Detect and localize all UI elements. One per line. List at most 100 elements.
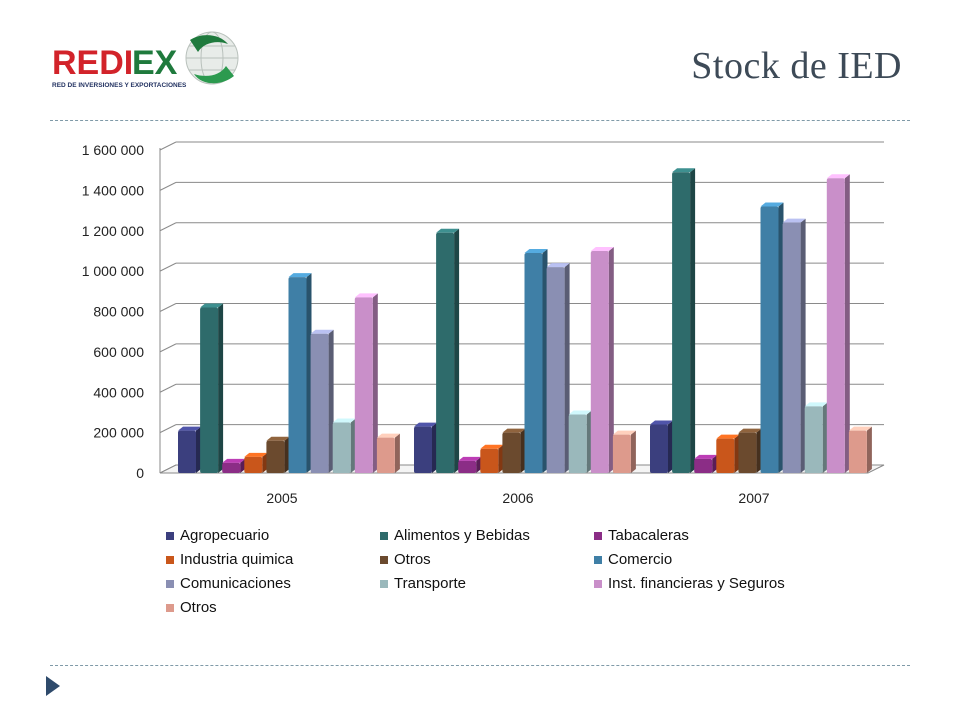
bar-front — [672, 172, 691, 474]
y-axis: 0 200 000 400 000 600 000 800 000 1 000 000 1 … — [82, 142, 161, 481]
legend-label: Transporte — [394, 575, 466, 592]
bar-top — [760, 202, 784, 207]
gridline-connector — [159, 181, 177, 191]
legend-item: Tabacaleras — [594, 526, 854, 545]
legend-label: Agropecuario — [180, 527, 270, 544]
gridline-connector — [159, 383, 177, 393]
bar-front — [244, 456, 263, 473]
top-divider — [50, 120, 910, 121]
legend-label: Alimentos y Bebidas — [394, 527, 530, 544]
bar-front — [178, 430, 196, 473]
gridline-connector — [159, 343, 177, 353]
bar-top — [288, 273, 312, 278]
bar-side — [844, 174, 850, 473]
bar-top — [782, 218, 806, 223]
bar — [612, 430, 636, 473]
bar-front — [848, 430, 867, 473]
bar-side — [196, 426, 201, 473]
x-tick-label: 2006 — [502, 490, 533, 506]
bar-front — [222, 462, 241, 473]
bar — [782, 218, 806, 473]
bar — [590, 246, 614, 473]
x-tick-label: 2007 — [738, 490, 769, 506]
bar-front — [480, 448, 499, 473]
bar — [288, 273, 312, 473]
bar-top — [310, 329, 334, 334]
gridline-connector — [159, 262, 177, 272]
bar-top — [826, 174, 850, 179]
bar-top — [458, 456, 482, 461]
bottom-divider — [50, 665, 910, 666]
bar-side — [690, 168, 696, 474]
y-tick-label: 1 000 000 — [82, 263, 144, 279]
bar — [480, 444, 504, 473]
bar — [200, 303, 224, 473]
bar-side — [756, 428, 762, 473]
y-tick-label: 1 600 000 — [82, 142, 144, 158]
legend-label: Industria quimica — [180, 551, 294, 568]
bar-side — [866, 426, 872, 473]
bar-top — [612, 430, 636, 435]
bar-front — [612, 434, 631, 473]
bar-top — [222, 458, 246, 463]
bar-front — [650, 424, 668, 473]
bar-side — [498, 444, 504, 473]
bar — [546, 263, 570, 473]
bar-front — [266, 440, 285, 473]
x-axis: 2005 2006 2007 — [266, 490, 769, 506]
bar-front — [826, 178, 845, 473]
bar — [760, 202, 784, 473]
bar-top — [376, 433, 400, 438]
bar-top — [524, 248, 548, 253]
bar — [354, 293, 378, 473]
y-tick-label: 600 000 — [93, 344, 144, 360]
gridline-connector — [159, 303, 177, 312]
y-tick-label: 800 000 — [93, 304, 144, 320]
bar — [502, 428, 526, 473]
bar — [310, 329, 334, 473]
bar-side — [394, 433, 400, 473]
bar-side — [262, 452, 268, 473]
bar-top — [200, 303, 224, 308]
svg-text:RED DE INVERSIONES Y EXPORTACI: RED DE INVERSIONES Y EXPORTACIONES — [52, 82, 187, 89]
y-tick-label: 1 400 000 — [82, 182, 144, 198]
bar-side — [586, 410, 592, 473]
bar-side — [218, 303, 224, 473]
bar — [694, 454, 718, 473]
bar-top — [244, 452, 268, 457]
legend-item: Agropecuario — [166, 526, 380, 545]
bar — [804, 402, 828, 473]
bar — [332, 418, 356, 473]
legend-item: Otros — [166, 598, 380, 617]
bar-top — [354, 293, 378, 298]
bar-top — [568, 410, 592, 415]
legend-swatch — [166, 555, 174, 564]
bar-side — [778, 202, 784, 473]
bar-front — [354, 297, 373, 473]
bar-front — [568, 414, 587, 473]
bar-top — [414, 422, 437, 427]
bar — [524, 248, 548, 473]
legend-swatch — [380, 555, 388, 564]
y-tick-label: 1 200 000 — [82, 223, 144, 239]
legend-swatch — [166, 531, 174, 540]
legend-item: Alimentos y Bebidas — [380, 526, 594, 545]
next-slide-arrow-icon[interactable] — [46, 676, 60, 696]
bar — [222, 458, 246, 473]
bar-top — [502, 428, 526, 433]
bar-side — [284, 436, 290, 473]
bar-side — [564, 263, 570, 473]
bar-front — [458, 460, 477, 473]
legend-item: Otros — [380, 550, 594, 569]
bar-side — [668, 420, 673, 473]
svg-text:EX: EX — [132, 44, 178, 82]
legend-item: Comunicaciones — [166, 574, 380, 593]
bar-top — [738, 428, 762, 433]
bar-front — [288, 277, 307, 473]
bar — [266, 436, 290, 473]
bar-top — [848, 426, 872, 431]
bar — [672, 168, 696, 474]
legend-swatch — [166, 579, 174, 588]
bar-front — [436, 232, 455, 473]
bar — [376, 433, 400, 473]
